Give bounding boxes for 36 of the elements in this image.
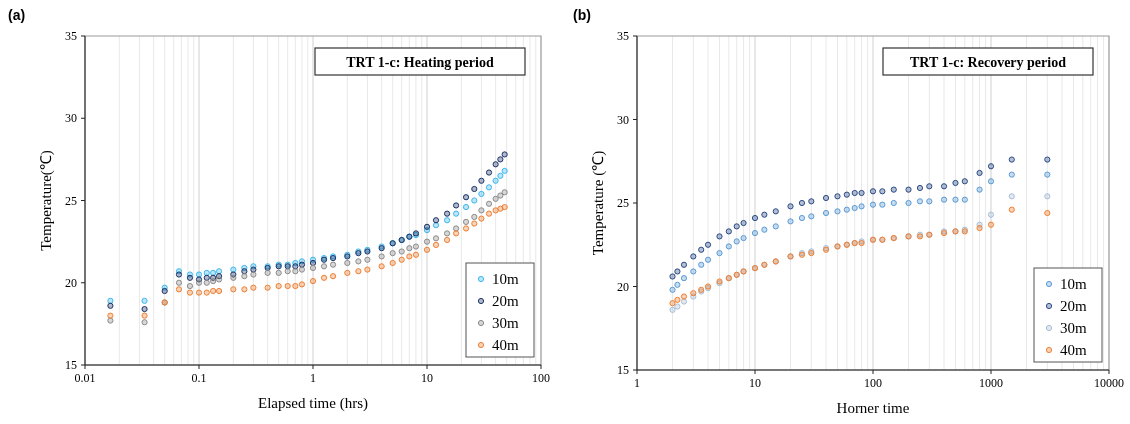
legend-label: 10m (1060, 276, 1087, 292)
legend-label: 20m (492, 293, 519, 309)
legend-label: 40m (1060, 342, 1087, 358)
text: TRT 1-c: Heating period (346, 55, 494, 70)
x-axis-title: Horner time (836, 400, 910, 416)
y-tick-label: 25 (617, 196, 629, 210)
y-tick-label: 15 (617, 363, 629, 377)
x-tick-label: 10000 (1094, 376, 1124, 390)
legend-label: 40m (492, 337, 519, 353)
y-axis-title: Temperature(℃) (38, 150, 55, 251)
text: (a) (8, 7, 26, 23)
legend-label: 10m (492, 271, 519, 287)
x-tick-label: 100 (532, 371, 550, 385)
y-tick-label: 25 (65, 193, 77, 208)
text: TRT 1-c: Recovery period (910, 55, 1067, 70)
y-tick-label: 20 (65, 275, 77, 290)
text: (b) (573, 7, 591, 23)
x-tick-label: 0.01 (74, 371, 96, 385)
y-tick-label: 35 (65, 29, 77, 43)
x-tick-label: 0.1 (191, 371, 207, 385)
legend-label: 20m (1060, 298, 1087, 314)
x-tick-label: 10 (421, 371, 433, 385)
x-tick-label: 1 (310, 371, 316, 385)
x-tick-label: 100 (864, 376, 882, 390)
y-tick-label: 20 (617, 279, 629, 294)
x-tick-label: 1000 (979, 376, 1003, 390)
legend-label: 30m (492, 315, 519, 331)
y-tick-label: 30 (617, 112, 629, 127)
x-axis-title: Elapsed time (hrs) (258, 395, 368, 412)
x-tick-label: 1 (634, 376, 640, 390)
legend-label: 30m (1060, 320, 1087, 336)
y-axis-title: Temperature (℃) (590, 150, 607, 256)
y-tick-label: 35 (617, 29, 629, 43)
y-tick-label: 15 (65, 358, 77, 372)
x-tick-label: 10 (749, 376, 761, 390)
y-tick-label: 30 (65, 111, 77, 126)
